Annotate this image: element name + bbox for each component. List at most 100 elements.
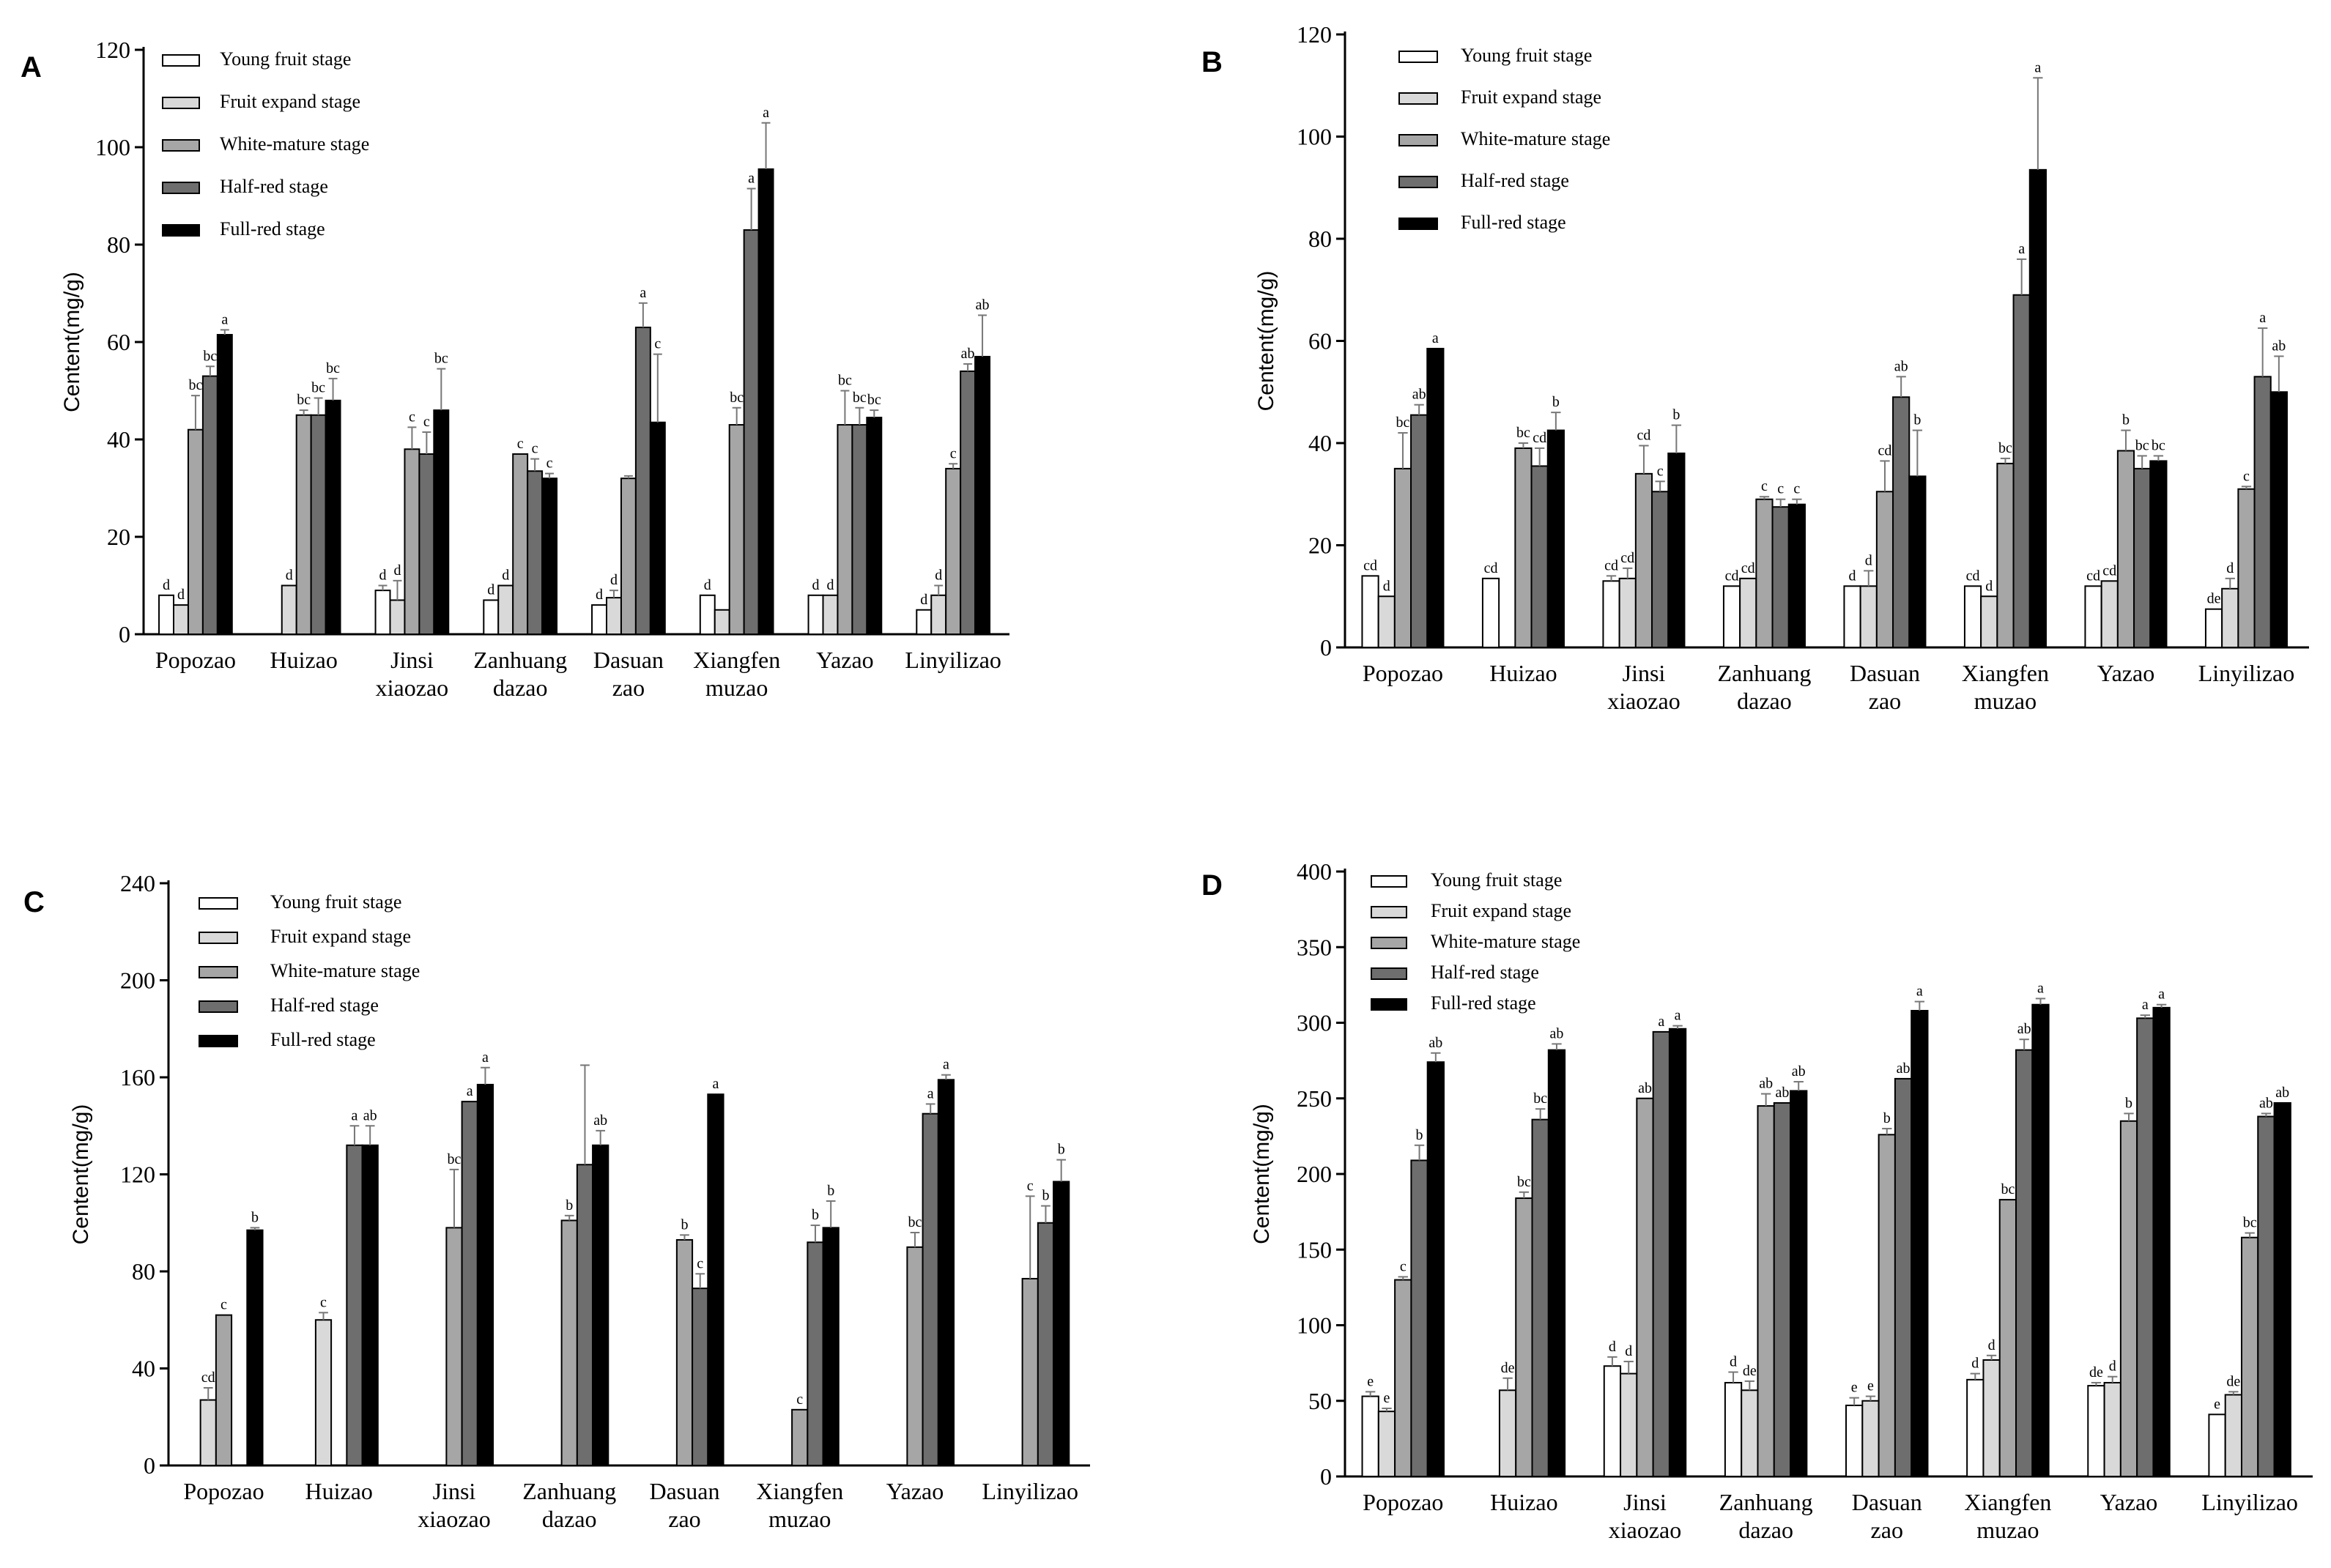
legend-swatch — [199, 897, 238, 910]
bar — [1620, 1372, 1638, 1477]
significance-label: bc — [867, 392, 881, 408]
legend-swatch — [1398, 176, 1438, 188]
legend-label: Half-red stage — [1461, 170, 1569, 191]
significance-label: b — [1042, 1188, 1049, 1204]
category-label: xiaozao — [376, 675, 449, 701]
category-label: Xiangfen — [756, 1478, 843, 1504]
bar — [591, 604, 608, 635]
y-tick-label: 120 — [1297, 21, 1332, 48]
legend-label: Young fruit stage — [270, 891, 401, 913]
significance-label: ab — [2017, 1021, 2031, 1037]
category-label: zao — [1869, 688, 1901, 714]
significance-label: a — [352, 1107, 358, 1123]
y-tick-label: 80 — [1308, 226, 1332, 252]
bar — [1410, 1159, 1428, 1478]
significance-label: c — [409, 409, 415, 425]
significance-label: d — [286, 568, 293, 584]
legend-label: Half-red stage — [220, 176, 328, 197]
significance-label: d — [596, 587, 603, 603]
legend-swatch — [1398, 51, 1438, 63]
bar — [1741, 1389, 1759, 1478]
category-label: zao — [668, 1506, 700, 1532]
significance-label: e — [1851, 1380, 1858, 1396]
bar — [201, 375, 218, 635]
legend-swatch — [1371, 967, 1407, 980]
category-label: Linyilizao — [905, 647, 1001, 673]
bar — [1875, 491, 1894, 649]
category-label: Jinsi — [390, 647, 434, 673]
legend-swatch — [1398, 134, 1438, 146]
significance-label: d — [393, 562, 401, 579]
bar — [606, 597, 622, 635]
significance-label: a — [927, 1085, 934, 1101]
category-label: Dasuan — [593, 647, 664, 673]
significance-label: a — [1675, 1008, 1681, 1024]
bar — [1963, 585, 1982, 648]
bar — [1787, 503, 1806, 649]
bar — [2087, 1385, 2105, 1477]
significance-label: d — [812, 577, 820, 593]
significance-label: c — [1761, 478, 1768, 494]
bar — [707, 1093, 724, 1466]
y-tick-label: 0 — [1320, 634, 1332, 661]
bar — [1410, 414, 1428, 648]
bar — [1773, 1101, 1792, 1477]
y-tick-label: 200 — [1297, 1161, 1332, 1187]
bar — [1755, 498, 1774, 648]
panel-b: B020406080100120Centent(mg/g)cddbcabaPop… — [1201, 21, 2309, 714]
significance-label: d — [487, 582, 494, 598]
legend-swatch — [199, 1035, 238, 1047]
significance-label: c — [320, 1294, 327, 1310]
category-label: Linyilizao — [2198, 660, 2295, 686]
bar — [937, 1079, 955, 1466]
significance-label: de — [2207, 591, 2221, 607]
category-label: Popozao — [183, 1478, 264, 1504]
category-label: Dasuan — [1852, 1489, 1922, 1515]
significance-label: bc — [908, 1214, 922, 1230]
category-label: Huizao — [270, 647, 337, 673]
significance-label: de — [1743, 1363, 1757, 1379]
bar — [1911, 1009, 1929, 1477]
bar — [922, 1112, 939, 1466]
y-tick-label: 300 — [1297, 1010, 1332, 1036]
significance-label: ab — [363, 1107, 377, 1123]
bar — [1843, 585, 1861, 648]
category-label: Dasuan — [1850, 660, 1920, 686]
y-tick-label: 150 — [1297, 1236, 1332, 1263]
significance-label: d — [1609, 1339, 1616, 1355]
bar — [728, 424, 745, 635]
y-tick-label: 60 — [1308, 328, 1332, 354]
bar — [2269, 391, 2288, 648]
bar — [2028, 168, 2047, 648]
bar — [916, 609, 933, 635]
bar — [1982, 1359, 2001, 1477]
y-tick-label: 240 — [120, 870, 155, 896]
bar — [699, 594, 716, 635]
bar — [743, 229, 760, 635]
significance-label: d — [2109, 1359, 2116, 1375]
significance-label: cd — [1484, 560, 1498, 576]
significance-label: c — [423, 414, 430, 430]
significance-label: b — [1883, 1110, 1891, 1126]
y-tick-label: 400 — [1297, 858, 1332, 885]
legend-label: Fruit expand stage — [1431, 900, 1571, 921]
panel-c: C04080120160200240Centent(mg/g)cdcbPopoz… — [23, 870, 1090, 1532]
y-tick-label: 160 — [120, 1064, 155, 1090]
bar — [476, 1083, 494, 1466]
panel-letter: D — [1201, 869, 1223, 902]
bar — [246, 1229, 264, 1466]
bar — [1426, 347, 1445, 648]
legend-swatch — [1398, 218, 1438, 230]
significance-label: ab — [1638, 1080, 1652, 1096]
bar — [1722, 585, 1741, 648]
bar — [1771, 506, 1790, 648]
significance-label: a — [2018, 241, 2025, 257]
bar — [1531, 1118, 1549, 1478]
significance-label: cd — [2102, 562, 2116, 579]
significance-label: e — [1867, 1378, 1874, 1394]
bar — [1861, 1400, 1880, 1477]
bar — [822, 594, 839, 635]
significance-label: bc — [1998, 440, 2012, 456]
significance-label: c — [1777, 481, 1784, 497]
